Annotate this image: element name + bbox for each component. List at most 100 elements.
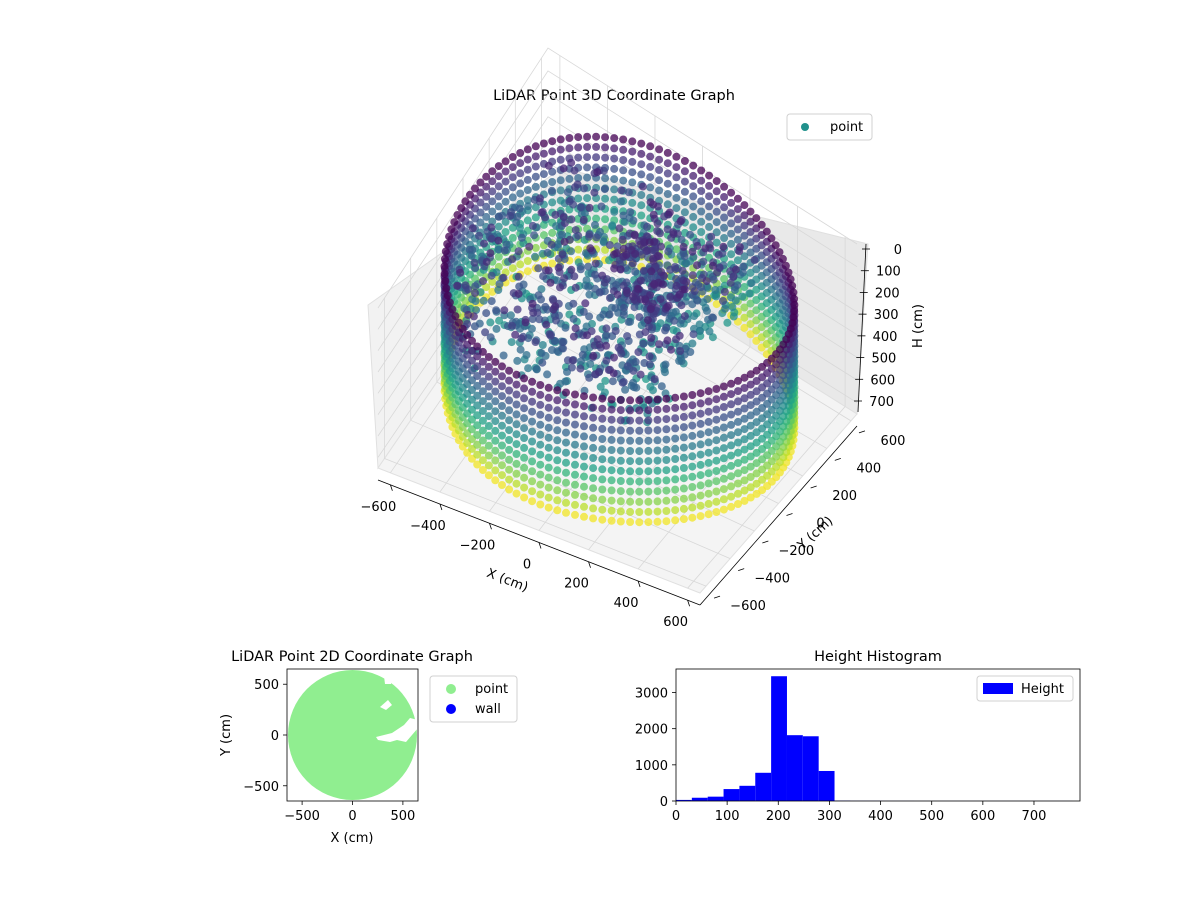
point-3d	[531, 182, 540, 191]
point-3d	[530, 231, 539, 240]
point-3d	[739, 262, 748, 271]
point-3d	[505, 485, 514, 494]
y-tick-label-3d: 200	[832, 489, 857, 504]
point-3d	[571, 450, 579, 459]
point-3d	[675, 356, 684, 365]
point-3d	[553, 406, 562, 415]
grid-line-z	[377, 70, 858, 330]
point-3d	[690, 312, 699, 321]
point-3d	[601, 143, 610, 152]
point-3d	[508, 193, 517, 202]
point-3d	[644, 416, 653, 425]
point-3d	[679, 474, 688, 483]
point-3d	[752, 387, 761, 396]
point-3d	[679, 453, 688, 462]
point-3d	[544, 423, 553, 432]
point-3d	[740, 373, 749, 382]
point-3d	[635, 416, 644, 425]
point-3d	[544, 383, 553, 392]
point-3d	[599, 310, 608, 319]
point-3d	[655, 145, 664, 154]
point-3d	[644, 406, 653, 415]
point-3d	[475, 231, 483, 240]
point-3d	[704, 407, 713, 416]
point-3d	[486, 249, 495, 258]
point-3d	[589, 504, 598, 513]
point-3d	[696, 460, 705, 469]
point-3d	[531, 162, 540, 171]
point-3d	[548, 228, 557, 237]
point-3d	[505, 465, 514, 474]
point-3d	[574, 143, 583, 152]
point-3d	[517, 334, 526, 343]
histogram-ticks: 0 100 200 300 400 500 600 700 0 1000 2000 3000	[635, 687, 1046, 824]
point-3d	[450, 218, 459, 227]
point-3d	[622, 250, 631, 259]
x-tick-label-3d: 400	[614, 596, 639, 611]
point-3d	[592, 142, 601, 151]
point-3d	[746, 401, 755, 410]
point-3d	[617, 349, 626, 358]
gap-white-1	[376, 718, 418, 742]
point-3d	[740, 414, 749, 423]
point-3d	[727, 209, 736, 218]
point-3d	[719, 242, 728, 251]
point-3d	[619, 156, 628, 164]
point-3d	[539, 231, 548, 240]
point-3d	[727, 239, 736, 248]
point-3d	[556, 283, 564, 292]
point-3d	[511, 330, 520, 339]
point-3d	[571, 390, 579, 399]
histogram-bar	[723, 789, 740, 801]
point-3d	[442, 284, 451, 293]
histogram-bar	[818, 770, 835, 801]
point-3d	[574, 174, 583, 182]
point-3d	[523, 175, 532, 184]
point-3d	[637, 160, 646, 169]
point-3d	[771, 241, 780, 250]
point-3d	[501, 217, 510, 226]
point-3d	[571, 460, 579, 469]
point-3d	[614, 343, 623, 352]
point-3d	[598, 435, 607, 443]
point-3d	[598, 505, 607, 514]
point-3d	[528, 407, 537, 416]
point-3d	[536, 400, 545, 409]
point-3d	[680, 167, 689, 176]
z-tick-label-3d: 100	[876, 265, 901, 280]
point-3d	[590, 188, 599, 197]
point-3d	[746, 217, 755, 226]
point-3d	[740, 394, 749, 403]
point-3d	[478, 416, 487, 425]
point-3d	[523, 216, 532, 225]
point-3d	[523, 155, 532, 164]
point-3d	[626, 426, 635, 435]
point-3d	[501, 177, 510, 186]
point-3d	[617, 186, 626, 195]
point-3d	[644, 316, 652, 325]
point-3d	[529, 308, 538, 317]
legend-3d-label: point	[830, 120, 863, 135]
point-3d	[592, 233, 601, 242]
point-3d	[506, 212, 515, 220]
point-3d	[712, 497, 721, 506]
point-3d	[542, 320, 551, 329]
point-3d	[695, 320, 704, 329]
point-3d	[560, 274, 569, 283]
legend-2d-marker-point	[446, 684, 456, 694]
point-3d	[671, 516, 680, 525]
point-3d	[512, 410, 521, 419]
point-3d	[580, 402, 588, 411]
point-3d	[468, 295, 477, 304]
point-3d	[548, 167, 557, 176]
point-3d	[704, 499, 713, 508]
point-3d	[740, 283, 749, 291]
point-3d	[595, 288, 604, 297]
point-3d	[484, 392, 493, 401]
point-3d	[482, 309, 491, 318]
legend-hist-swatch	[983, 683, 1013, 694]
plot-2d-area	[287, 669, 418, 801]
point-3d	[712, 238, 721, 247]
point-3d	[468, 224, 477, 233]
point-3d	[494, 222, 503, 231]
